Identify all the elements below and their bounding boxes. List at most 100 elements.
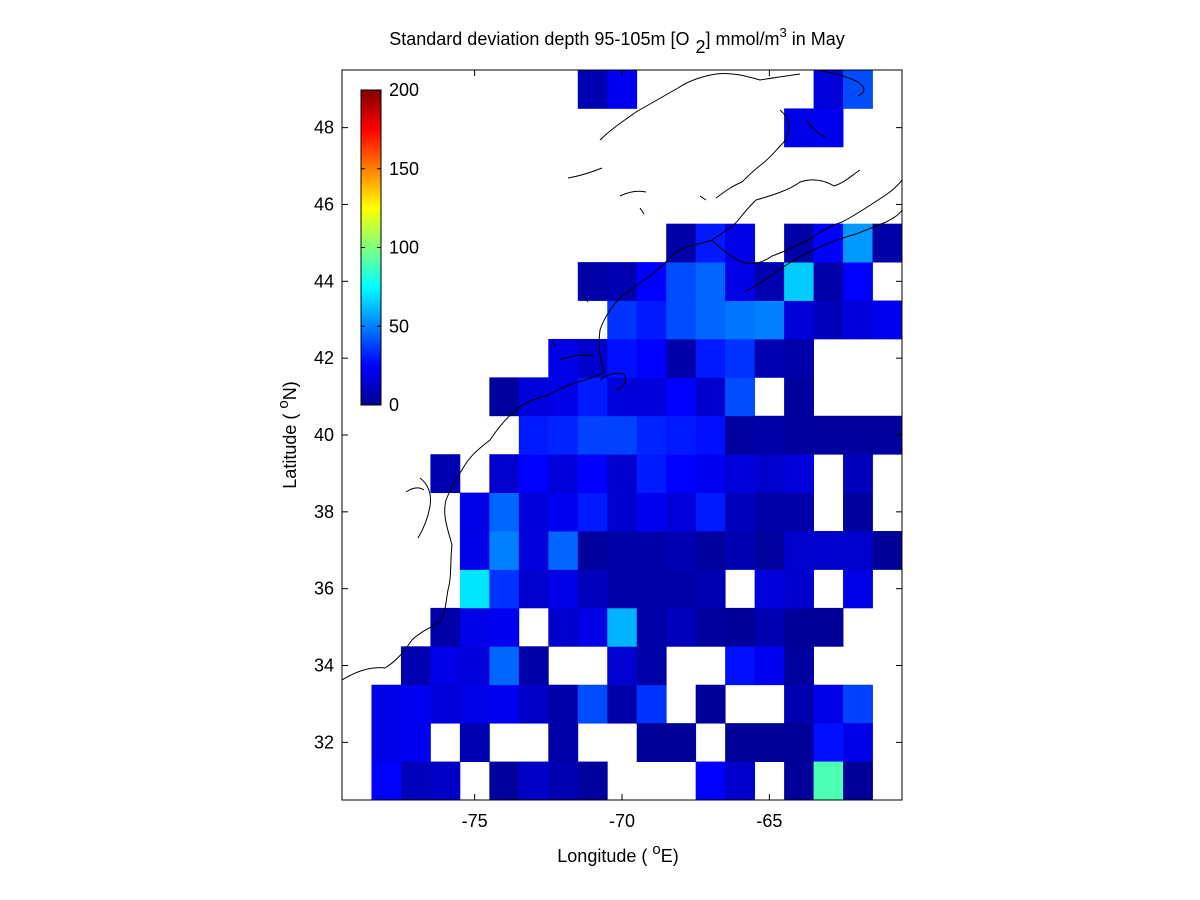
heatmap-cell bbox=[607, 415, 638, 455]
heatmap-cell bbox=[725, 492, 756, 532]
y-tick-label: 34 bbox=[314, 656, 334, 676]
heatmap-cell bbox=[607, 70, 638, 109]
y-tick-label: 40 bbox=[314, 425, 334, 445]
heatmap-cell bbox=[843, 684, 873, 724]
heatmap-cell bbox=[784, 723, 814, 762]
heatmap-cell bbox=[695, 300, 726, 340]
heatmap-cell bbox=[430, 454, 461, 494]
heatmap-cell bbox=[489, 531, 520, 570]
heatmap-cell bbox=[607, 531, 638, 570]
heatmap-cell bbox=[695, 415, 726, 455]
y-tick-label: 42 bbox=[314, 348, 334, 368]
heatmap-cell bbox=[577, 415, 608, 455]
heatmap-cell bbox=[784, 569, 814, 609]
heatmap-cell bbox=[784, 338, 814, 378]
heatmap-cell bbox=[813, 684, 844, 724]
heatmap-cell bbox=[843, 454, 873, 494]
heatmap-cells bbox=[371, 70, 932, 800]
heatmap-cell bbox=[725, 223, 756, 263]
heatmap-cell bbox=[548, 761, 579, 800]
heatmap-cell bbox=[459, 531, 490, 570]
x-tick-label: -70 bbox=[609, 811, 635, 831]
heatmap-cell bbox=[548, 531, 579, 570]
heatmap-cell bbox=[518, 569, 549, 609]
heatmap-cell bbox=[577, 569, 608, 609]
heatmap-cell bbox=[548, 607, 579, 647]
heatmap-cell bbox=[666, 492, 697, 532]
heatmap-cell bbox=[371, 723, 402, 762]
heatmap-cell bbox=[607, 377, 638, 417]
heatmap-cell bbox=[666, 723, 697, 762]
heatmap-cell bbox=[518, 531, 549, 570]
heatmap-cell bbox=[636, 684, 667, 724]
heatmap-cell bbox=[577, 531, 608, 570]
heatmap-cell bbox=[784, 262, 814, 301]
heatmap-cell bbox=[695, 531, 726, 570]
heatmap-cell bbox=[843, 415, 873, 455]
heatmap-cell bbox=[489, 492, 520, 532]
heatmap-cell bbox=[430, 607, 461, 647]
colorbar-tick-label: 50 bbox=[389, 316, 409, 336]
heatmap-cell bbox=[902, 531, 932, 570]
heatmap-cell bbox=[843, 761, 873, 800]
heatmap-cell bbox=[666, 415, 697, 455]
heatmap-cell bbox=[607, 300, 638, 340]
heatmap-cell bbox=[725, 761, 756, 800]
heatmap-cell bbox=[577, 454, 608, 494]
heatmap-cell bbox=[725, 531, 756, 570]
colorbar-tick-label: 100 bbox=[389, 238, 419, 258]
heatmap-cell bbox=[577, 377, 608, 417]
heatmap-cell bbox=[666, 377, 697, 417]
heatmap-cell bbox=[607, 646, 638, 686]
heatmap-cell bbox=[784, 377, 814, 417]
heatmap-cell bbox=[577, 262, 608, 301]
x-axis: -75 -70 -65 bbox=[462, 70, 782, 831]
heatmap-cell bbox=[636, 338, 667, 378]
heatmap-cell bbox=[459, 492, 490, 532]
heatmap-cell bbox=[518, 377, 549, 417]
heatmap-cell bbox=[754, 646, 785, 686]
heatmap-cell bbox=[607, 607, 638, 647]
heatmap-cell bbox=[754, 338, 785, 378]
heatmap-cell bbox=[489, 454, 520, 494]
heatmap-cell bbox=[725, 607, 756, 647]
heatmap-cell bbox=[371, 684, 402, 724]
heatmap-cell bbox=[902, 339, 932, 378]
heatmap-cell bbox=[784, 646, 814, 686]
heatmap-cell bbox=[577, 684, 608, 724]
heatmap-cell bbox=[725, 454, 756, 494]
heatmap-cell bbox=[695, 377, 726, 417]
heatmap-cell bbox=[636, 492, 667, 532]
heatmap-cell bbox=[754, 569, 785, 609]
heatmap-cell bbox=[902, 723, 932, 762]
heatmap-cell bbox=[784, 684, 814, 724]
heatmap-cell bbox=[459, 607, 490, 647]
chart-title: Standard deviation depth 95-105m [O 2] mm… bbox=[389, 25, 844, 57]
heatmap-cell bbox=[459, 684, 490, 724]
heatmap-cell bbox=[813, 262, 844, 301]
heatmap-cell bbox=[872, 300, 902, 340]
heatmap-cell bbox=[518, 415, 549, 455]
heatmap-cell bbox=[577, 492, 608, 532]
heatmap-cell bbox=[666, 262, 697, 301]
heatmap-cell bbox=[725, 723, 756, 762]
heatmap-cell bbox=[784, 300, 814, 340]
heatmap-cell bbox=[695, 338, 726, 378]
heatmap-cell bbox=[695, 569, 726, 609]
heatmap-cell bbox=[902, 108, 932, 147]
heatmap-cell bbox=[754, 415, 785, 455]
heatmap-cell bbox=[489, 607, 520, 647]
heatmap-cell bbox=[548, 569, 579, 609]
heatmap-cell bbox=[400, 646, 431, 686]
heatmap-cell bbox=[666, 300, 697, 340]
y-tick-label: 44 bbox=[314, 271, 334, 291]
colorbar-tick-label: 150 bbox=[389, 159, 419, 179]
heatmap-cell bbox=[666, 569, 697, 609]
heatmap-cell bbox=[784, 531, 814, 570]
heatmap-cell bbox=[813, 607, 844, 647]
heatmap-cell bbox=[666, 223, 697, 263]
heatmap-cell bbox=[843, 492, 873, 532]
heatmap-cell bbox=[754, 262, 785, 301]
heatmap-cell bbox=[577, 607, 608, 647]
